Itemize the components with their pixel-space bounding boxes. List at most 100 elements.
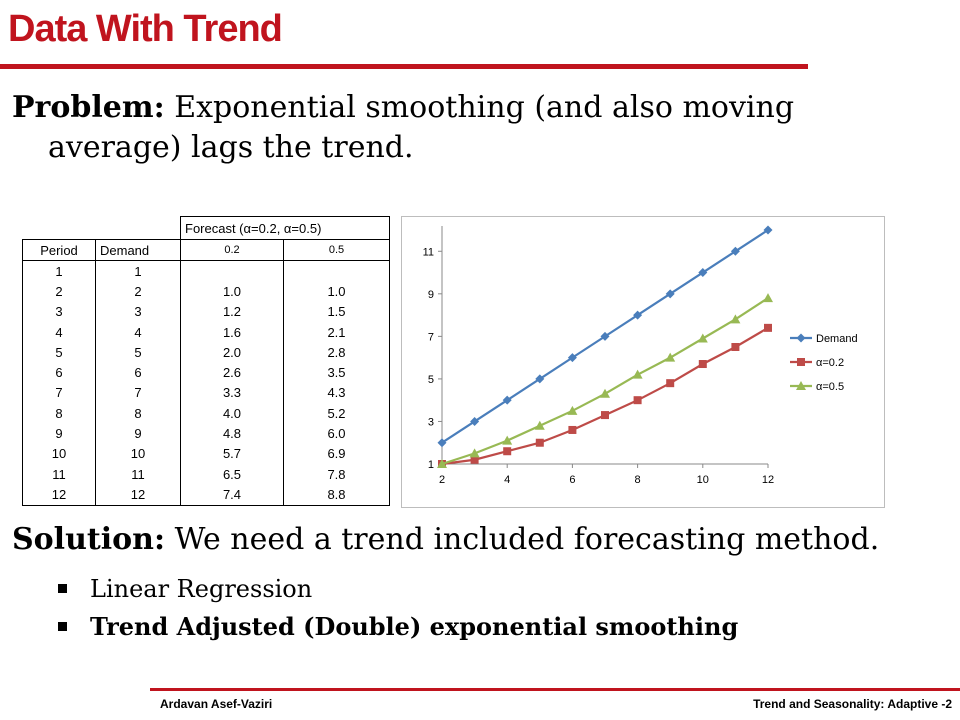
table-cell: 1: [22, 260, 96, 282]
table-cell: 5: [22, 342, 96, 363]
table-cell: 2.1: [283, 321, 390, 343]
data-point: [730, 314, 741, 324]
problem-text-line1: Exponential smoothing (and also moving: [164, 90, 795, 125]
table-cell: 8: [95, 403, 181, 424]
table-cell: 7.4: [180, 484, 284, 506]
data-point: [437, 438, 447, 448]
table-cell: 11: [95, 463, 181, 485]
table-cell: 2.8: [283, 342, 390, 363]
table-cell: 5.2: [283, 403, 390, 424]
table-cell: 5: [95, 342, 181, 363]
table-cell: 12: [95, 484, 181, 506]
x-tick-label: 6: [569, 474, 575, 486]
problem-statement: Problem: Exponential smoothing (and also…: [12, 88, 912, 168]
column-header-alpha-0-2: 0.2: [180, 239, 284, 261]
square-bullet-icon: [58, 584, 67, 593]
table-cell: 5.7: [180, 443, 284, 464]
data-point: [698, 360, 707, 369]
x-tick-label: 2: [439, 474, 445, 486]
table-cell: 7: [95, 382, 181, 404]
footer-author: Ardavan Asef-Vaziri: [160, 697, 273, 711]
table-row: 7 7 3.3 4.3: [22, 382, 390, 404]
data-point: [503, 447, 512, 456]
table-cell: 6.0: [283, 423, 390, 444]
table-row: 12 12 7.4 8.8: [22, 484, 390, 506]
data-point: [567, 353, 577, 363]
table-cell: 4: [22, 321, 96, 343]
square-bullet-icon: [58, 622, 67, 631]
table-row: 8 8 4.0 5.2: [22, 403, 390, 424]
data-point: [469, 448, 480, 458]
table-cell: 6: [22, 362, 96, 383]
table-cell: 4.3: [283, 382, 390, 404]
legend-label: Demand: [816, 333, 858, 345]
data-point: [601, 411, 609, 420]
table-cell: 4.0: [180, 403, 284, 424]
y-tick-label: 7: [428, 331, 434, 343]
y-tick-label: 1: [428, 459, 434, 471]
table-cell: 2: [22, 281, 96, 302]
table-cell: 1.5: [283, 301, 390, 322]
bullet-text-double-exponential: Trend Adjusted (Double) exponential smoo…: [90, 612, 739, 641]
table-cell: 9: [22, 423, 96, 444]
table-cell: 3.3: [180, 382, 284, 404]
data-point: [633, 310, 643, 320]
legend-marker: [796, 381, 806, 390]
data-point: [470, 455, 479, 464]
data-point: [632, 369, 643, 379]
data-point: [665, 352, 676, 362]
x-tick-label: 12: [762, 474, 774, 486]
table-row: 6 6 2.6 3.5: [22, 362, 390, 383]
legend-label: α=0.5: [816, 381, 844, 393]
x-tick-label: 8: [635, 474, 641, 486]
table-cell: 3.5: [283, 362, 390, 383]
data-point: [502, 395, 512, 405]
data-point: [470, 416, 480, 426]
data-point: [763, 225, 773, 235]
table-cell: [180, 260, 284, 282]
data-point: [567, 405, 578, 415]
table-row: 3 3 1.2 1.5: [22, 301, 390, 322]
footer-slide-info: Trend and Seasonality: Adaptive -2: [753, 697, 952, 711]
table-cell: 1.0: [180, 281, 284, 302]
table-cell: 6.5: [180, 463, 284, 485]
solution-text: We need a trend included forecasting met…: [165, 522, 880, 557]
legend-marker: [797, 358, 805, 366]
chart-svg: 1 3 5 7 9 11 2 4 6 8 10 12 Demand α=0.2 α=0.5: [423, 225, 858, 486]
table-row: 4 4 1.6 2.1: [22, 321, 390, 343]
data-point: [568, 425, 577, 434]
legend-marker: [796, 333, 806, 343]
data-point: [535, 374, 545, 384]
x-tick-label: 10: [697, 474, 709, 486]
table-cell: 6.9: [283, 443, 390, 464]
table-row: 10 10 5.7 6.9: [22, 443, 390, 464]
table-cell: 7.8: [283, 463, 390, 485]
table-cell: 2.0: [180, 342, 284, 363]
table-cell: 8: [22, 403, 96, 424]
data-point: [600, 388, 610, 398]
problem-text-line2: average) lags the trend.: [48, 130, 414, 165]
table-row: 11 11 6.5 7.8: [22, 463, 390, 485]
data-point: [697, 333, 708, 343]
table-cell: 3: [22, 301, 96, 322]
y-tick-label: 5: [428, 374, 434, 386]
column-header-period: Period: [22, 239, 96, 261]
table-row: 9 9 4.8 6.0: [22, 423, 390, 444]
problem-label: Problem:: [12, 90, 165, 125]
data-point: [502, 435, 513, 445]
y-tick-label: 9: [428, 289, 434, 301]
column-header-alpha-0-5: 0.5: [283, 239, 390, 261]
series-line-2: [441, 297, 769, 466]
list-item: Linear Regression: [56, 570, 738, 608]
footer-rule: [150, 688, 960, 691]
column-header-demand: Demand: [95, 239, 181, 261]
y-tick-label: 3: [428, 416, 434, 428]
slide-title: Data With Trend: [8, 8, 283, 50]
y-tick-label: 11: [423, 246, 434, 258]
data-point: [665, 289, 675, 299]
data-point: [600, 331, 610, 341]
data-point: [698, 268, 708, 278]
table-cell: 10: [22, 443, 96, 464]
title-underline: [0, 64, 808, 69]
